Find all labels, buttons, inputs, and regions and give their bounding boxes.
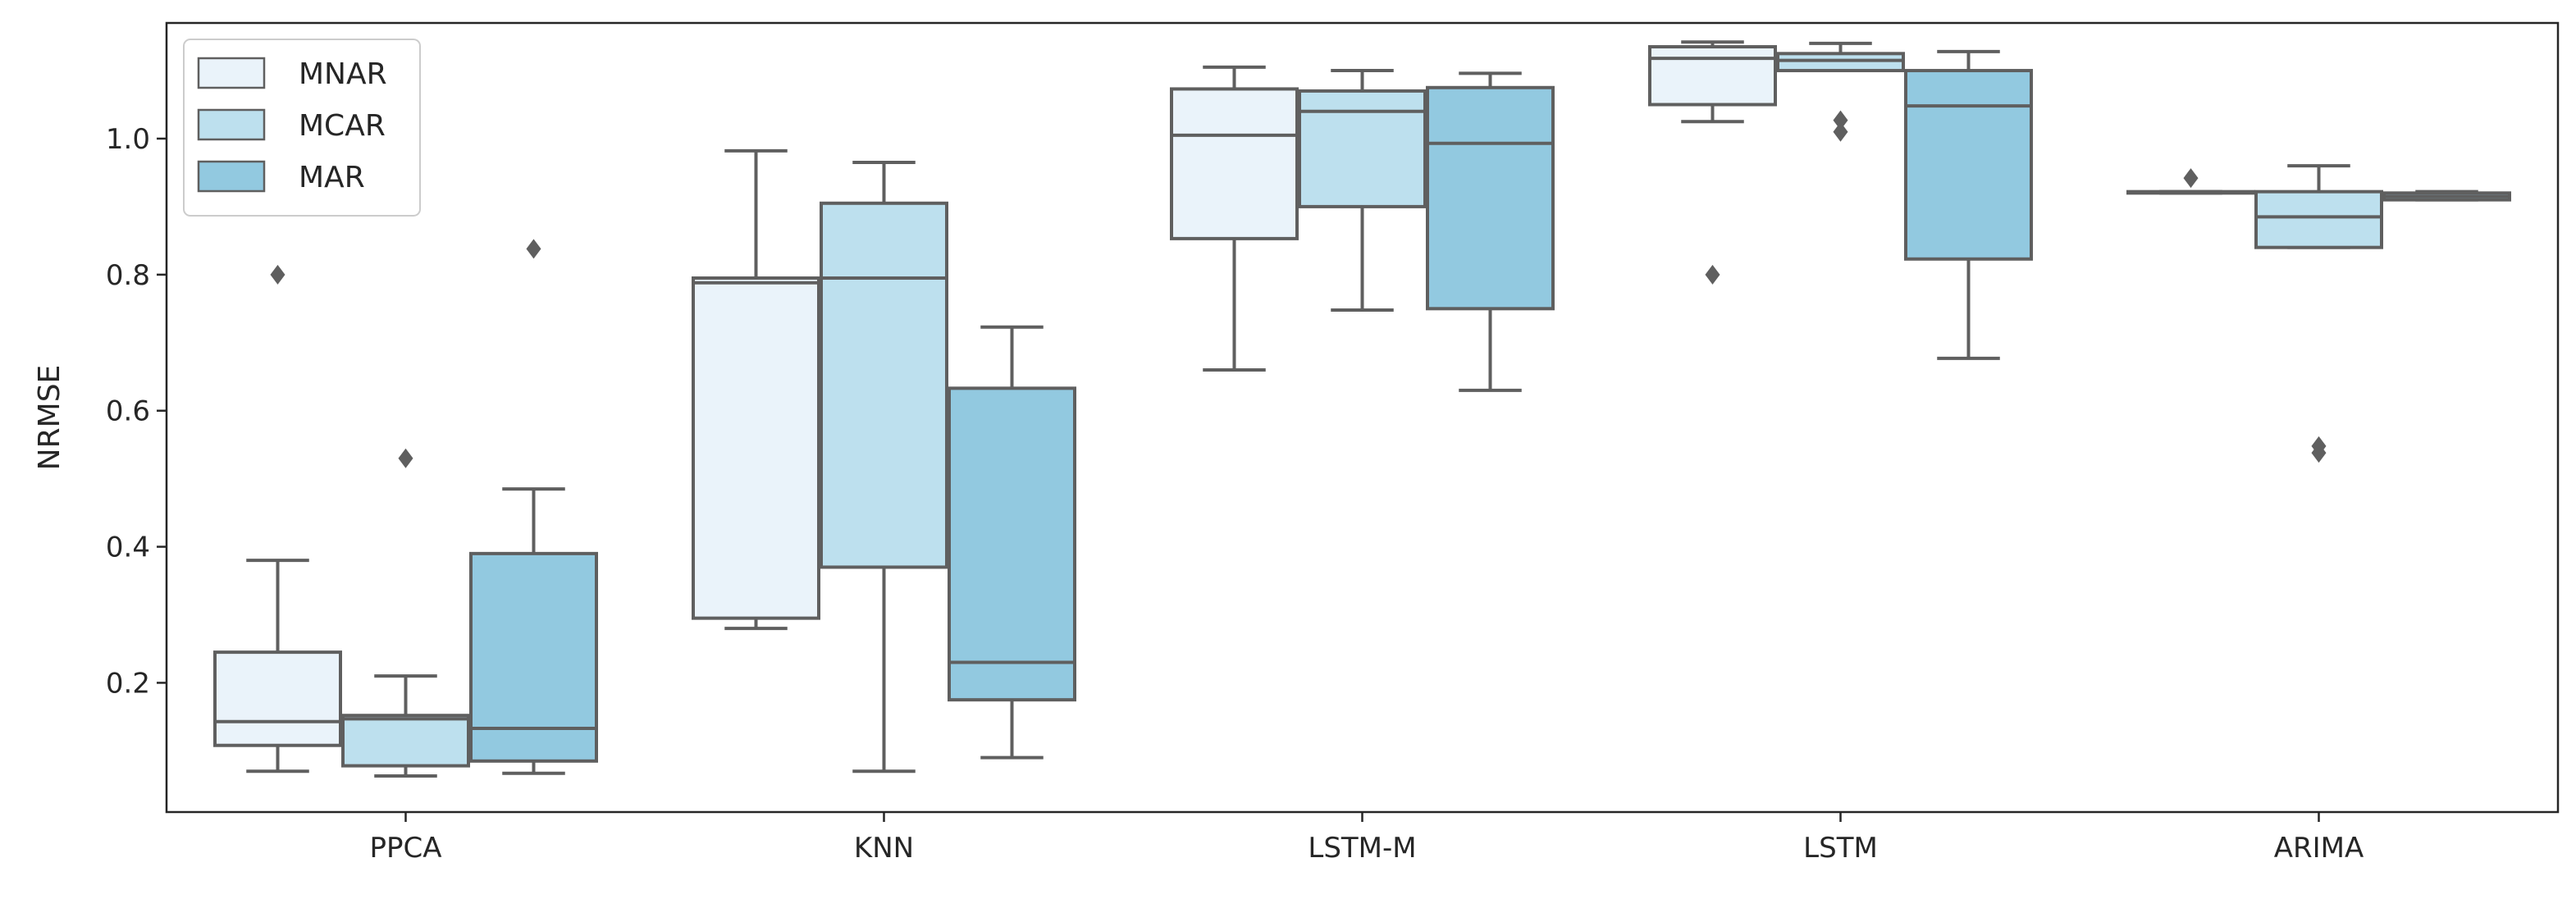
- box-iqr: [1904, 69, 2033, 261]
- legend-swatch-mnar: [197, 57, 266, 89]
- legend-label-mcar: MCAR: [299, 109, 386, 143]
- legend-label-mar: MAR: [299, 161, 365, 194]
- box-iqr: [1776, 52, 1905, 73]
- legend-swatch-mcar: [197, 108, 266, 141]
- y-tick-label: 1.0: [106, 123, 150, 156]
- x-tick-label: ARIMA: [2274, 832, 2364, 865]
- x-tick-label: KNN: [854, 832, 914, 865]
- y-tick-label: 0.4: [106, 532, 150, 564]
- box-iqr: [1170, 87, 1299, 240]
- y-axis-title: NRMSE: [33, 365, 66, 471]
- box-lstm-m-mnar: [1170, 65, 1299, 372]
- box-iqr: [1648, 45, 1777, 107]
- box-knn-mcar: [820, 161, 948, 774]
- x-tick-label: LSTM-M: [1308, 832, 1416, 865]
- box-ppca-mar: [469, 239, 598, 775]
- box-ppca-mcar: [341, 448, 470, 778]
- legend-label-mnar: MNAR: [299, 57, 387, 91]
- legend: MNAR MCAR MAR: [183, 39, 421, 217]
- outlier-point: [1833, 110, 1848, 130]
- box-iqr: [469, 551, 598, 763]
- legend-swatch-mar: [197, 160, 266, 193]
- box-arima-mnar: [2126, 168, 2255, 195]
- outlier-point: [526, 239, 541, 259]
- outlier-point: [270, 264, 285, 285]
- box-lstm-mcar: [1776, 41, 1905, 142]
- outlier-point: [398, 448, 413, 468]
- x-tick-label: PPCA: [369, 832, 441, 865]
- box-iqr: [1298, 89, 1427, 208]
- box-lstm-mnar: [1648, 40, 1777, 285]
- box-arima-mcar: [2254, 164, 2383, 463]
- box-iqr: [1426, 85, 1555, 311]
- box-iqr: [692, 276, 820, 620]
- outlier-point: [1833, 121, 1848, 142]
- box-knn-mar: [948, 325, 1076, 760]
- y-tick-label: 0.8: [106, 259, 150, 292]
- box-iqr: [213, 650, 342, 747]
- box-iqr: [341, 714, 470, 768]
- box-iqr: [948, 386, 1076, 702]
- x-tick-label: LSTM: [1803, 832, 1878, 865]
- axes: NRMSE 0.2 0.4 0.6 0.8 1.0 PPCA KNN LSTM-M LSTM AR…: [33, 21, 2560, 865]
- y-tick-label: 0.6: [106, 395, 150, 428]
- plot-area: [213, 40, 2511, 778]
- y-tick-label: 0.2: [106, 667, 150, 700]
- box-ppca-mnar: [213, 264, 342, 774]
- box-knn-mnar: [692, 148, 820, 631]
- box-arima-mar: [2382, 189, 2511, 202]
- box-lstm-m-mcar: [1298, 69, 1427, 312]
- outlier-point: [1705, 264, 1720, 285]
- outlier-point: [2311, 436, 2327, 456]
- box-iqr: [820, 201, 948, 569]
- box-lstm-mar: [1904, 49, 2033, 360]
- box-iqr: [2254, 189, 2383, 249]
- box-lstm-m-mar: [1426, 71, 1555, 392]
- outlier-point: [2183, 168, 2199, 189]
